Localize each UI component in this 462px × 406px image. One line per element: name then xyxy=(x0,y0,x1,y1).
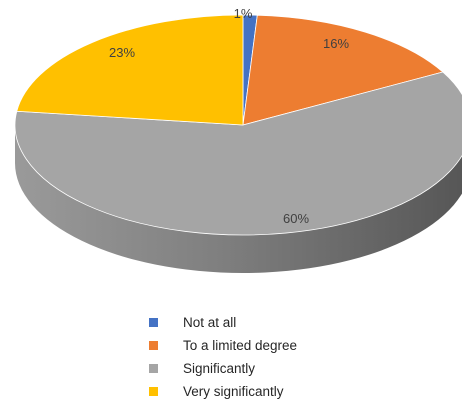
legend-swatch-very-significantly xyxy=(149,387,158,396)
pie-side-layer xyxy=(15,125,462,273)
legend-label-very-significantly: Very significantly xyxy=(183,384,284,399)
data-label-very-significantly: 23% xyxy=(109,45,135,60)
pie-label-layer: 1% 16% 60% 23% xyxy=(109,6,349,226)
pie-slice-significantly xyxy=(14,71,462,236)
legend: Not at all To a limited degree Significant… xyxy=(149,315,297,399)
pie-slice-very-significantly xyxy=(16,14,244,126)
legend-label-significantly: Significantly xyxy=(183,361,255,376)
data-label-to-a-limited-degree: 16% xyxy=(323,36,349,51)
legend-swatch-significantly xyxy=(149,364,158,373)
legend-label-to-a-limited-degree: To a limited degree xyxy=(183,338,297,353)
legend-swatch-to-a-limited-degree xyxy=(149,341,158,350)
legend-label-not-at-all: Not at all xyxy=(183,315,236,330)
data-label-significantly: 60% xyxy=(283,211,309,226)
data-label-not-at-all: 1% xyxy=(234,6,253,21)
legend-swatch-not-at-all xyxy=(149,318,158,327)
pie-side-significantly xyxy=(15,125,462,273)
pie-top-layer xyxy=(14,14,462,236)
pie-slice-to-a-limited-degree xyxy=(242,14,444,126)
